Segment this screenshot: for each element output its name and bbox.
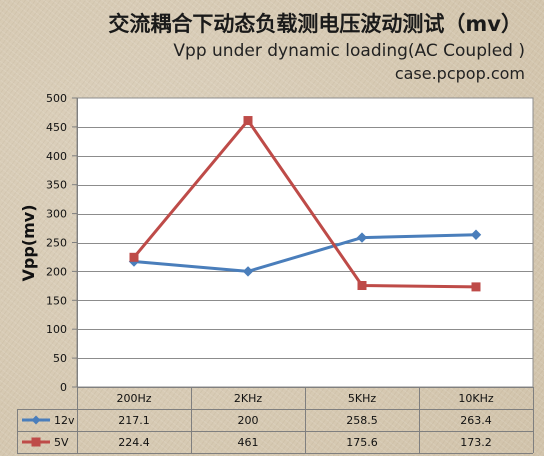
data-point-12v — [242, 266, 254, 277]
y-tick-label: 0 — [60, 381, 67, 394]
data-value-label: 263.4 — [460, 414, 492, 427]
x-tick-label: 5KHz — [348, 392, 376, 405]
source-label: case.pcpop.com — [394, 64, 525, 83]
data-value-label: 175.6 — [346, 436, 378, 449]
data-point-5v — [357, 281, 367, 291]
y-tick-label: 50 — [53, 352, 67, 365]
y-tick-label: 350 — [46, 179, 67, 192]
y-tick-label: 300 — [46, 208, 67, 221]
chart-subtitle: Vpp under dynamic loading(AC Coupled ) — [173, 41, 525, 61]
chart-title: 交流耦合下动态负载测电压波动测试（mv） — [108, 12, 522, 36]
series-line-12v — [132, 233, 478, 273]
x-tick-label: 10KHz — [458, 392, 493, 405]
y-tick-label: 450 — [46, 121, 67, 134]
data-point-5v — [471, 282, 481, 292]
data-point-12v — [356, 232, 368, 243]
data-table: 200Hz 2KHz 5KHz 10KHz 12v 217.1 200 258.5 263.4 5… — [17, 387, 534, 454]
data-value-label: 173.2 — [460, 436, 492, 449]
legend-label: 12v — [54, 414, 75, 427]
y-axis-label: Vpp(mv) — [19, 204, 38, 281]
y-tick-label: 100 — [46, 323, 67, 336]
series-group — [128, 116, 482, 292]
data-point-5v — [129, 252, 139, 262]
data-value-label: 461 — [238, 436, 259, 449]
legend-label: 5V — [54, 436, 69, 449]
y-axis: 0 50 100 150 200 250 300 350 400 450 500 — [46, 92, 78, 394]
data-value-label: 200 — [238, 414, 259, 427]
plot-area — [76, 97, 534, 388]
data-point-12v — [470, 229, 482, 240]
data-point-5v — [243, 116, 253, 126]
y-tick-label: 250 — [46, 237, 67, 250]
data-value-label: 224.4 — [118, 436, 150, 449]
legend-key-marker — [31, 415, 41, 425]
plot-background — [76, 97, 534, 388]
y-tick-label: 500 — [46, 92, 67, 105]
data-value-label: 258.5 — [346, 414, 378, 427]
y-tick-label: 200 — [46, 265, 67, 278]
data-value-label: 217.1 — [118, 414, 150, 427]
y-tick-label: 150 — [46, 294, 67, 307]
x-tick-label: 200Hz — [116, 392, 151, 405]
legend-key-marker — [31, 437, 41, 447]
y-tick-label: 400 — [46, 150, 67, 163]
x-tick-label: 2KHz — [234, 392, 262, 405]
series-line-5v — [132, 119, 478, 289]
